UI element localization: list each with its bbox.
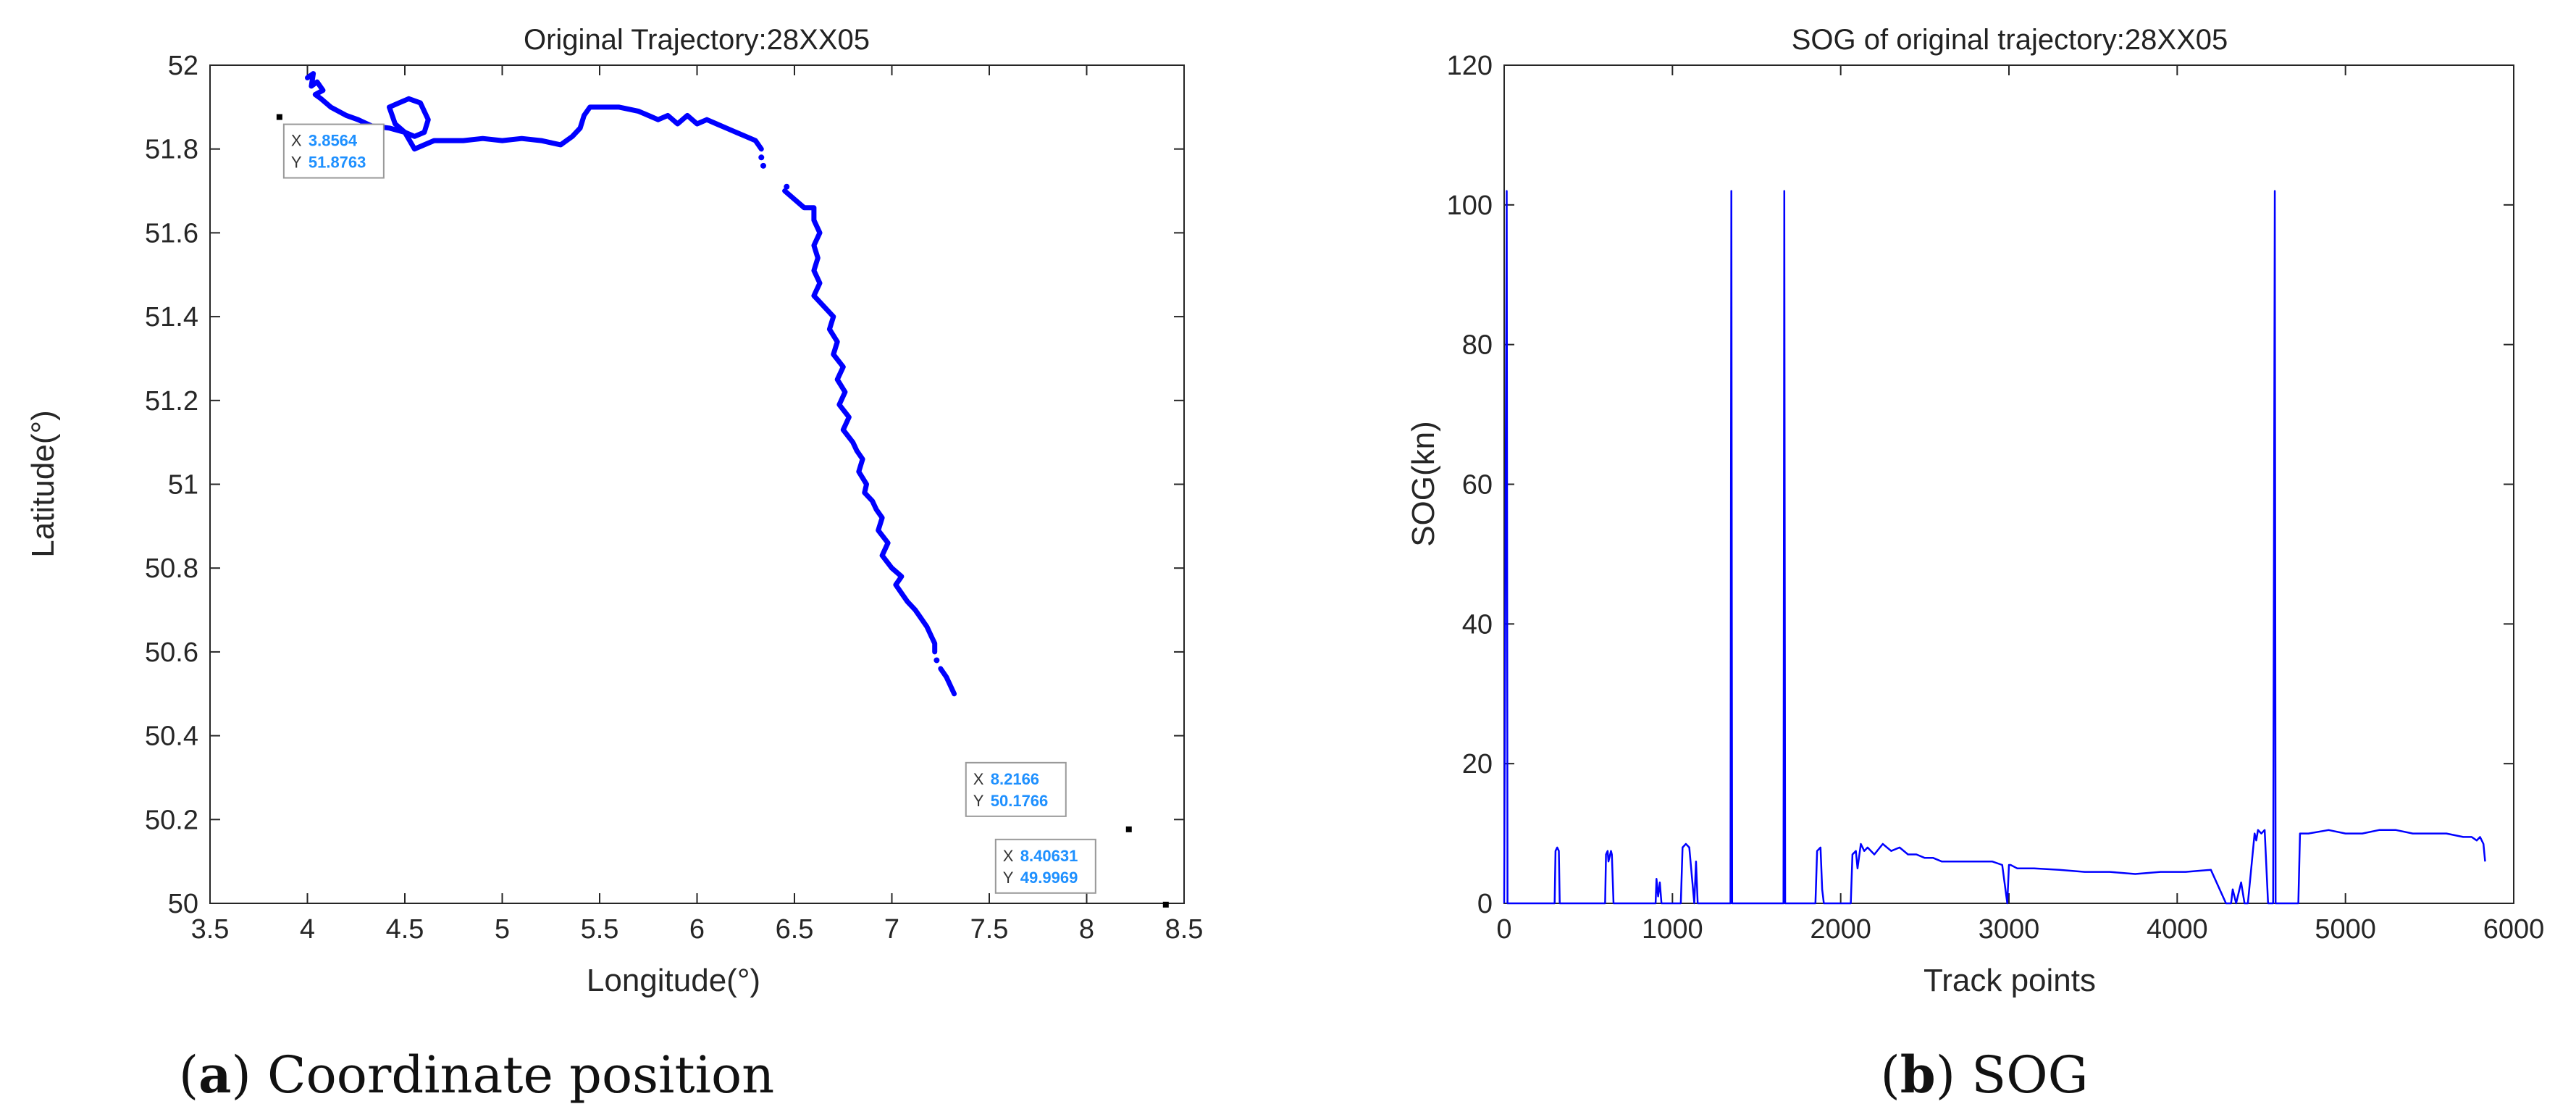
chart-a-xtick-label: 7.5 — [970, 914, 1009, 945]
chart-a-ytick-label: 50 — [168, 889, 198, 919]
chart-b-ylabel: SOG(kn) — [1406, 421, 1441, 547]
caption-a-close: ) — [231, 1045, 267, 1104]
chart-b-xtick-label: 6000 — [2483, 914, 2545, 945]
datatip-y-value: 50.1766 — [991, 792, 1049, 810]
chart-b-xtick-label: 3000 — [1979, 914, 2040, 945]
datatip-x-value: 8.2166 — [991, 770, 1039, 788]
trajectory-line-3 — [387, 96, 431, 139]
chart-a-ytick-label: 50.8 — [145, 553, 198, 584]
chart-a-title: Original Trajectory:28XX05 — [524, 24, 870, 56]
chart-a-xtick-label: 5 — [495, 914, 510, 945]
chart-a-ylabel: Latitude(°) — [25, 410, 61, 557]
chart-b: SOG of original trajectory:28XX05 Track … — [1406, 24, 2544, 998]
chart-b-xtick-label: 5000 — [2315, 914, 2376, 945]
datatip-box — [965, 761, 1067, 817]
datatip-marker — [276, 114, 282, 120]
sog-line — [1503, 190, 2486, 905]
trajectory-point — [760, 162, 766, 169]
caption-b-open: ( — [1880, 1045, 1900, 1104]
caption-b-label: b — [1900, 1045, 1936, 1104]
chart-a-xtick-label: 7 — [884, 914, 899, 945]
chart-a-ytick-label: 51.8 — [145, 135, 198, 165]
chart-b-title: SOG of original trajectory:28XX05 — [1792, 24, 2228, 56]
datatip-y-label: Y — [1003, 869, 1014, 887]
chart-a-xtick-label: 4.5 — [386, 914, 424, 945]
chart-a-ytick-label: 50.2 — [145, 805, 198, 835]
datatip-x-label: X — [1003, 847, 1014, 865]
chart-a-xtick-label: 4 — [300, 914, 315, 945]
chart-b-ytick-label: 120 — [1447, 51, 1493, 81]
chart-a-ytick-label: 50.4 — [145, 722, 198, 752]
chart-a: Original Trajectory:28XX05 Longitude(°) … — [25, 24, 1203, 998]
datatip-marker — [1162, 901, 1169, 908]
chart-a-xtick-label: 3.5 — [191, 914, 230, 945]
trajectory-point — [934, 657, 940, 664]
trajectory-line-4 — [782, 188, 938, 655]
chart-b-ytick-label: 0 — [1477, 889, 1493, 919]
chart-a-ytick-label: 51.4 — [145, 302, 198, 333]
caption-b-body: SOG — [1971, 1045, 2088, 1104]
datatip-marker — [1125, 826, 1132, 832]
chart-a-xtick-label: 6.5 — [776, 914, 814, 945]
datatip-x-value: 3.8564 — [309, 132, 358, 150]
chart-a-xtick-label: 6 — [689, 914, 705, 945]
chart-a-xtick-label: 5.5 — [581, 914, 619, 945]
chart-b-xtick-label: 1000 — [1642, 914, 1703, 945]
datatip-x-label: X — [973, 770, 984, 788]
caption-a-label: a — [198, 1045, 231, 1104]
chart-b-ytick-label: 20 — [1462, 749, 1493, 779]
trajectory-line-5 — [938, 666, 957, 697]
chart-b-ytick-label: 80 — [1462, 330, 1493, 361]
caption-b-close: ) — [1936, 1045, 1972, 1104]
caption-a-body: Coordinate position — [267, 1045, 774, 1104]
chart-a-xlabel: Longitude(°) — [587, 963, 760, 998]
chart-b-xtick-label: 2000 — [1810, 914, 1871, 945]
datatip-box — [994, 838, 1096, 894]
datatip-y-value: 51.8763 — [309, 154, 366, 172]
chart-a-ytick-label: 52 — [168, 51, 198, 81]
datatip-x-value: 8.40631 — [1020, 847, 1078, 865]
chart-a-ytick-label: 51.6 — [145, 218, 198, 248]
trajectory-line-2 — [355, 104, 764, 152]
chart-b-ytick-label: 60 — [1462, 470, 1493, 501]
trajectory-point — [758, 154, 765, 161]
datatip-x-label: X — [291, 132, 302, 150]
chart-b-xtick-label: 0 — [1496, 914, 1511, 945]
chart-a-xtick-label: 8 — [1079, 914, 1094, 945]
trajectory-line-1 — [305, 71, 361, 122]
chart-b-ytick-label: 100 — [1447, 191, 1493, 221]
chart-b-ytick-label: 40 — [1462, 609, 1493, 640]
trajectory-point — [784, 183, 790, 190]
caption-b: (b) SOG — [1880, 1045, 2088, 1104]
caption-a-open: ( — [179, 1045, 198, 1104]
chart-a-ytick-label: 51 — [168, 470, 198, 501]
caption-b-text: (b) SOG — [1880, 1045, 2088, 1104]
chart-a-ytick-label: 50.6 — [145, 637, 198, 668]
datatip-y-label: Y — [973, 792, 984, 810]
chart-b-xlabel: Track points — [1923, 963, 2096, 998]
caption-a-text: (a) Coordinate position — [179, 1045, 774, 1104]
datatip-box — [282, 123, 385, 179]
chart-a-xtick-label: 8.5 — [1165, 914, 1204, 945]
chart-b-plot-area — [1503, 64, 2514, 904]
chart-a-ytick-label: 51.2 — [145, 386, 198, 417]
caption-a: (a) Coordinate position — [179, 1045, 774, 1104]
datatip-y-label: Y — [291, 154, 302, 172]
chart-b-xtick-label: 4000 — [2147, 914, 2208, 945]
datatip-y-value: 49.9969 — [1020, 869, 1078, 887]
